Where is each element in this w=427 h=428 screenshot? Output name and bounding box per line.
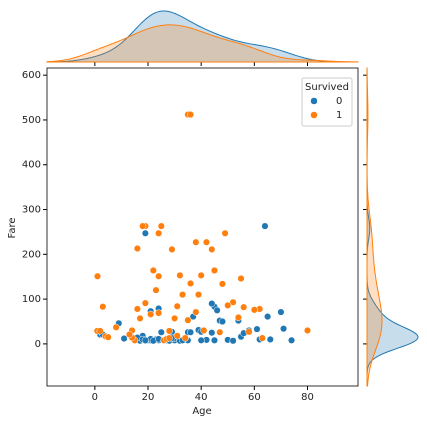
x-tick-label: 20 — [142, 392, 155, 403]
point — [179, 291, 187, 299]
y-axis-label: Fare — [7, 217, 18, 238]
point — [141, 336, 149, 344]
point — [229, 337, 237, 345]
point — [192, 308, 200, 316]
point — [266, 335, 274, 343]
point — [125, 330, 133, 339]
point — [303, 326, 312, 335]
y-tick-label: 200 — [22, 249, 41, 260]
point — [208, 300, 216, 308]
point — [186, 328, 195, 336]
point — [157, 222, 165, 230]
point — [197, 336, 205, 344]
point — [192, 238, 200, 246]
point — [93, 272, 102, 280]
point — [240, 303, 248, 311]
legend-marker — [310, 111, 318, 119]
x-tick-label: 80 — [301, 392, 314, 403]
point — [258, 334, 266, 342]
point — [120, 334, 128, 343]
x-tick-label: 40 — [195, 392, 208, 403]
point — [173, 332, 181, 340]
point — [208, 329, 216, 337]
point — [136, 314, 144, 322]
point — [165, 327, 173, 335]
point — [202, 238, 211, 246]
point — [147, 310, 155, 318]
point — [133, 244, 141, 253]
point — [157, 328, 165, 336]
legend-title: Survived — [305, 82, 349, 93]
point — [149, 266, 157, 274]
y-tick-label: 600 — [22, 70, 41, 81]
point — [245, 328, 253, 336]
point — [200, 326, 208, 335]
point — [112, 323, 120, 331]
point — [133, 305, 141, 313]
kde-right — [366, 67, 383, 387]
point — [171, 314, 179, 322]
point — [194, 291, 203, 299]
point — [155, 229, 163, 237]
point — [264, 313, 272, 321]
point — [152, 286, 160, 294]
point — [184, 316, 192, 324]
point — [208, 245, 216, 253]
y-tick-label: 500 — [22, 115, 41, 126]
point — [280, 325, 288, 333]
point — [168, 245, 176, 253]
point — [99, 303, 107, 311]
point — [221, 229, 229, 237]
point — [165, 334, 173, 342]
point — [155, 309, 163, 317]
point — [213, 306, 221, 314]
point — [218, 280, 226, 288]
x-tick-label: 0 — [92, 392, 98, 403]
point — [155, 272, 163, 280]
y-tick-label: 300 — [22, 205, 41, 216]
kde-top — [46, 10, 359, 63]
point — [104, 333, 112, 341]
point — [181, 334, 189, 342]
point — [253, 325, 261, 333]
legend-marker — [310, 97, 318, 105]
point — [250, 306, 258, 314]
point — [234, 313, 242, 322]
y-tick-label: 100 — [22, 294, 41, 305]
y-tick-label: 400 — [22, 160, 41, 171]
point — [139, 222, 147, 230]
x-axis-label: Age — [192, 406, 211, 417]
point — [218, 317, 226, 326]
point — [277, 308, 285, 316]
plot-frame — [46, 67, 359, 387]
point — [197, 271, 205, 279]
point — [186, 279, 195, 287]
point — [176, 271, 184, 279]
point — [229, 298, 237, 306]
legend-label: 1 — [336, 110, 342, 121]
y-tick-label: 0 — [35, 339, 41, 350]
kde-top — [46, 24, 359, 63]
point — [287, 336, 296, 344]
point — [261, 222, 269, 230]
point — [173, 302, 181, 310]
point — [216, 328, 224, 336]
point — [186, 111, 195, 119]
legend-label: 0 — [336, 96, 342, 107]
point — [210, 336, 219, 344]
point — [210, 266, 219, 274]
point — [224, 301, 232, 309]
x-tick-label: 60 — [248, 392, 261, 403]
point — [141, 229, 149, 237]
point — [237, 274, 245, 283]
point — [141, 299, 149, 307]
point — [96, 327, 104, 335]
